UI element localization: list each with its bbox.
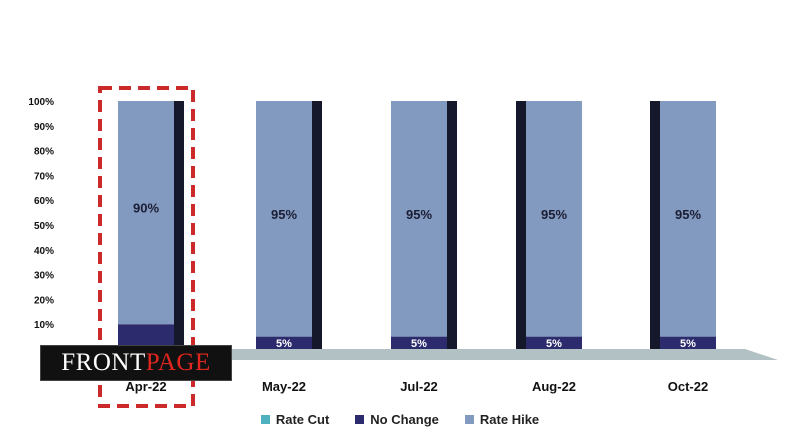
bar-side-face (312, 101, 322, 349)
data-label: 95% (675, 207, 701, 222)
data-label: 90% (133, 201, 159, 216)
bar-segment-rate-hike (391, 101, 447, 337)
y-tick-label: 30% (34, 271, 54, 282)
data-label: 5% (411, 338, 427, 350)
bars: 90% 5% 95% 5% 95% 5% 95% 5% 95% (118, 101, 716, 350)
bar-segment-no-change (256, 336, 312, 349)
legend-item-rate-hike: Rate Hike (464, 412, 540, 427)
legend-swatch-rate-hike (464, 415, 474, 424)
x-tick-label: Jul-22 (400, 379, 438, 394)
y-tick-label: 90% (34, 122, 54, 133)
data-label: 5% (276, 338, 292, 350)
x-tick-label: Apr-22 (125, 379, 166, 394)
x-tick-label: May-22 (262, 379, 306, 394)
legend-item-rate-cut: Rate Cut (260, 412, 330, 427)
data-label: 95% (541, 207, 567, 222)
bar-segment-no-change (660, 336, 716, 349)
legend-swatch-rate-cut (260, 415, 270, 424)
legend-label-rate-cut: Rate Cut (275, 412, 330, 427)
data-label: 95% (406, 207, 432, 222)
y-tick-label: 100% (28, 97, 54, 108)
x-tick-label: Aug-22 (532, 379, 576, 394)
legend-label-rate-hike: Rate Hike (479, 412, 540, 427)
bar-side-face (447, 101, 457, 349)
y-tick-label: 20% (34, 295, 54, 306)
logo-text-page: PAGE (145, 349, 211, 376)
data-label: 95% (271, 207, 297, 222)
highlight-box (98, 86, 195, 408)
y-tick-label: 70% (34, 171, 54, 182)
bar-side-face (516, 101, 526, 349)
legend-item-no-change: No Change (355, 412, 439, 427)
bar-side-face (650, 101, 660, 349)
legend-swatch-no-change (355, 415, 365, 424)
chart-floor (70, 349, 778, 360)
logo-text-front: FRONT (61, 349, 146, 376)
legend-label-no-change: No Change (370, 412, 439, 427)
bar-segment-no-change (526, 336, 582, 349)
bar-segment-rate-hike (526, 101, 582, 337)
bar-segment-no-change (391, 336, 447, 349)
x-axis: Apr-22 May-22 Jul-22 Aug-22 Oct-22 (125, 379, 708, 394)
bar-segment-rate-hike (256, 101, 312, 337)
chart-legend: Rate Cut No Change Rate Hike (0, 412, 800, 427)
y-tick-label: 80% (34, 147, 54, 158)
y-tick-label: 50% (34, 221, 54, 232)
y-tick-label: 10% (34, 320, 54, 331)
frontpage-watermark-logo: FRONT PAGE (40, 345, 232, 381)
bar-segment-no-change (118, 324, 174, 349)
x-tick-label: Oct-22 (668, 379, 708, 394)
y-tick-label: 40% (34, 246, 54, 257)
bar-segment-rate-hike (118, 101, 174, 325)
bar-segment-rate-hike (660, 101, 716, 337)
data-label: 5% (680, 338, 696, 350)
y-tick-label: 60% (34, 196, 54, 207)
y-axis: 10% 20% 30% 40% 50% 60% 70% 80% 90% 100% (28, 97, 54, 331)
data-label: 5% (546, 338, 562, 350)
bar-side-face (174, 101, 184, 349)
